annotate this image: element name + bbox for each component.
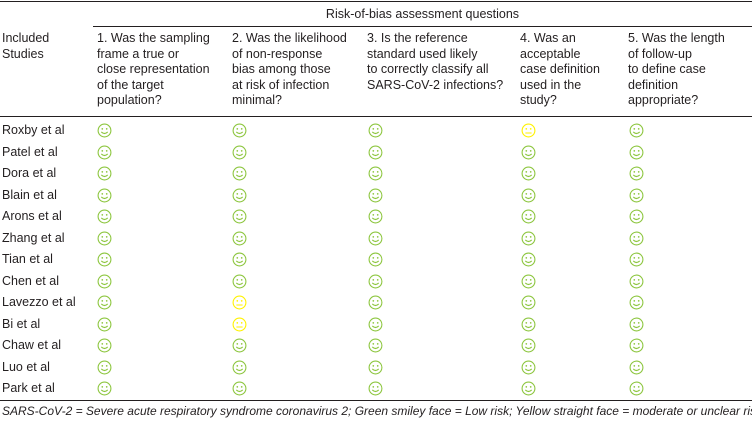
smiley-face-icon: [97, 317, 112, 332]
smiley-face-icon: [521, 317, 536, 332]
smiley-face-icon: [232, 145, 247, 160]
table-top-rule: [0, 1, 752, 2]
smiley-face-icon: [232, 166, 247, 181]
study-name: Dora et al: [2, 166, 57, 180]
smiley-face-icon: [521, 145, 536, 160]
group-header: Risk-of-bias assessment questions: [325, 7, 520, 21]
study-name: Blain et al: [2, 187, 57, 202]
smiley-face-icon: [368, 317, 383, 332]
smiley-face-icon: [97, 231, 112, 246]
study-name: Park et al: [2, 381, 55, 395]
study-name: Luo et al: [2, 359, 50, 374]
smiley-face-icon: [629, 123, 644, 138]
smiley-face-icon: [97, 188, 112, 203]
studies-column-header: Included Studies: [2, 31, 50, 61]
smiley-face-icon: [629, 145, 644, 160]
smiley-face-icon: [232, 338, 247, 353]
smiley-face-icon: [629, 231, 644, 246]
smiley-face-icon: [368, 123, 383, 138]
table-bottom-rule: [0, 400, 752, 401]
smiley-face-icon: [368, 295, 383, 310]
straight-face-icon: [521, 123, 536, 138]
smiley-face-icon: [232, 209, 247, 224]
study-name: Arons et al: [2, 209, 62, 223]
smiley-face-icon: [97, 295, 112, 310]
study-name: Patel et al: [2, 144, 58, 159]
smiley-face-icon: [521, 338, 536, 353]
smiley-face-icon: [629, 381, 644, 396]
smiley-face-icon: [629, 317, 644, 332]
study-name: Tian et al: [2, 252, 53, 266]
smiley-face-icon: [232, 188, 247, 203]
smiley-face-icon: [521, 381, 536, 396]
smiley-face-icon: [97, 252, 112, 267]
smiley-face-icon: [629, 338, 644, 353]
smiley-face-icon: [368, 209, 383, 224]
smiley-face-icon: [368, 166, 383, 181]
smiley-face-icon: [629, 274, 644, 289]
smiley-face-icon: [521, 295, 536, 310]
study-name: Lavezzo et al: [2, 295, 76, 309]
smiley-face-icon: [629, 188, 644, 203]
smiley-face-icon: [521, 231, 536, 246]
group-header-rule: [93, 26, 752, 27]
smiley-face-icon: [521, 209, 536, 224]
question-5-header: 5. Was the length of follow-up to define…: [628, 31, 725, 107]
smiley-face-icon: [521, 188, 536, 203]
smiley-face-icon: [232, 123, 247, 138]
smiley-face-icon: [232, 274, 247, 289]
study-name: Bi et al: [2, 316, 41, 331]
smiley-face-icon: [521, 252, 536, 267]
smiley-face-icon: [368, 338, 383, 353]
smiley-face-icon: [97, 123, 112, 138]
smiley-face-icon: [368, 231, 383, 246]
study-name: Chen et al: [2, 273, 59, 288]
question-4-header: 4. Was an acceptable case definition use…: [520, 31, 600, 107]
smiley-face-icon: [629, 252, 644, 267]
smiley-face-icon: [97, 338, 112, 353]
smiley-face-icon: [368, 360, 383, 375]
smiley-face-icon: [521, 360, 536, 375]
smiley-face-icon: [368, 381, 383, 396]
smiley-face-icon: [232, 360, 247, 375]
study-name: Zhang et al: [2, 230, 65, 245]
smiley-face-icon: [521, 274, 536, 289]
smiley-face-icon: [97, 360, 112, 375]
header-rule: [0, 116, 752, 117]
smiley-face-icon: [97, 274, 112, 289]
smiley-face-icon: [97, 145, 112, 160]
study-name: Roxby et al: [2, 123, 65, 137]
smiley-face-icon: [97, 381, 112, 396]
straight-face-icon: [232, 317, 247, 332]
smiley-face-icon: [629, 209, 644, 224]
smiley-face-icon: [232, 252, 247, 267]
smiley-face-icon: [97, 166, 112, 181]
table-footnote: SARS-CoV-2 = Severe acute respiratory sy…: [2, 404, 752, 418]
smiley-face-icon: [368, 188, 383, 203]
question-2-header: 2. Was the likelihood of non-response bi…: [232, 31, 347, 107]
smiley-face-icon: [629, 166, 644, 181]
smiley-face-icon: [232, 381, 247, 396]
smiley-face-icon: [368, 274, 383, 289]
question-3-header: 3. Is the reference standard used likely…: [367, 31, 504, 92]
question-1-header: 1. Was the sampling frame a true or clos…: [97, 31, 210, 107]
smiley-face-icon: [521, 166, 536, 181]
smiley-face-icon: [629, 360, 644, 375]
smiley-face-icon: [368, 252, 383, 267]
smiley-face-icon: [629, 295, 644, 310]
study-name: Chaw et al: [2, 338, 62, 352]
smiley-face-icon: [97, 209, 112, 224]
smiley-face-icon: [232, 231, 247, 246]
smiley-face-icon: [368, 145, 383, 160]
straight-face-icon: [232, 295, 247, 310]
